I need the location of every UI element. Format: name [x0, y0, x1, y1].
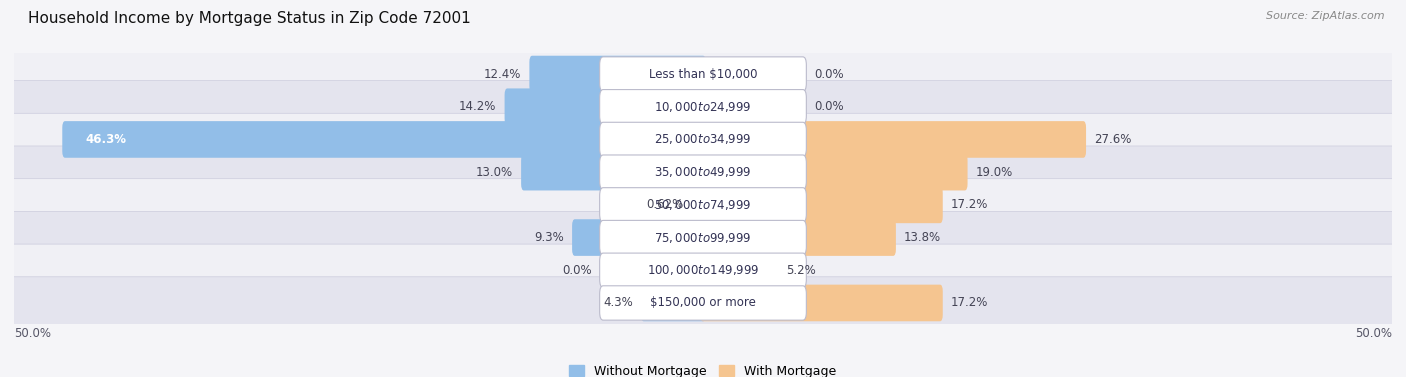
Text: $50,000 to $74,999: $50,000 to $74,999: [654, 198, 752, 212]
Text: $150,000 or more: $150,000 or more: [650, 296, 756, 310]
FancyBboxPatch shape: [700, 121, 1085, 158]
FancyBboxPatch shape: [10, 81, 1396, 133]
Text: 50.0%: 50.0%: [14, 326, 51, 340]
Text: 0.0%: 0.0%: [814, 100, 844, 113]
Text: 0.0%: 0.0%: [814, 67, 844, 81]
Text: 13.0%: 13.0%: [475, 166, 513, 179]
FancyBboxPatch shape: [62, 121, 706, 158]
FancyBboxPatch shape: [522, 154, 706, 190]
FancyBboxPatch shape: [700, 154, 967, 190]
FancyBboxPatch shape: [700, 187, 943, 223]
FancyBboxPatch shape: [10, 48, 1396, 100]
Text: 14.2%: 14.2%: [458, 100, 496, 113]
Text: 19.0%: 19.0%: [976, 166, 1014, 179]
Text: 0.0%: 0.0%: [562, 264, 592, 277]
FancyBboxPatch shape: [700, 252, 778, 288]
FancyBboxPatch shape: [599, 188, 807, 222]
Text: 50.0%: 50.0%: [1355, 326, 1392, 340]
FancyBboxPatch shape: [599, 221, 807, 255]
Text: 46.3%: 46.3%: [86, 133, 127, 146]
Text: Source: ZipAtlas.com: Source: ZipAtlas.com: [1267, 11, 1385, 21]
Text: 17.2%: 17.2%: [950, 198, 988, 211]
Text: Less than $10,000: Less than $10,000: [648, 67, 758, 81]
FancyBboxPatch shape: [599, 253, 807, 287]
FancyBboxPatch shape: [530, 56, 706, 92]
FancyBboxPatch shape: [599, 286, 807, 320]
Text: 5.2%: 5.2%: [786, 264, 815, 277]
FancyBboxPatch shape: [700, 219, 896, 256]
FancyBboxPatch shape: [599, 122, 807, 156]
FancyBboxPatch shape: [10, 244, 1396, 296]
Text: Household Income by Mortgage Status in Zip Code 72001: Household Income by Mortgage Status in Z…: [28, 11, 471, 26]
Legend: Without Mortgage, With Mortgage: Without Mortgage, With Mortgage: [569, 365, 837, 377]
Text: 27.6%: 27.6%: [1094, 133, 1132, 146]
FancyBboxPatch shape: [505, 89, 706, 125]
Text: 12.4%: 12.4%: [484, 67, 522, 81]
Text: 17.2%: 17.2%: [950, 296, 988, 310]
FancyBboxPatch shape: [599, 90, 807, 124]
FancyBboxPatch shape: [10, 146, 1396, 198]
Text: 0.62%: 0.62%: [647, 198, 683, 211]
Text: 13.8%: 13.8%: [904, 231, 941, 244]
Text: $100,000 to $149,999: $100,000 to $149,999: [647, 263, 759, 277]
FancyBboxPatch shape: [10, 211, 1396, 264]
Text: $25,000 to $34,999: $25,000 to $34,999: [654, 132, 752, 146]
FancyBboxPatch shape: [641, 285, 706, 321]
FancyBboxPatch shape: [10, 113, 1396, 166]
FancyBboxPatch shape: [692, 187, 706, 223]
Text: $35,000 to $49,999: $35,000 to $49,999: [654, 165, 752, 179]
Text: $75,000 to $99,999: $75,000 to $99,999: [654, 231, 752, 245]
FancyBboxPatch shape: [599, 155, 807, 189]
FancyBboxPatch shape: [599, 57, 807, 91]
FancyBboxPatch shape: [700, 285, 943, 321]
Text: 9.3%: 9.3%: [534, 231, 564, 244]
FancyBboxPatch shape: [572, 219, 706, 256]
FancyBboxPatch shape: [10, 277, 1396, 329]
Text: 4.3%: 4.3%: [603, 296, 633, 310]
FancyBboxPatch shape: [10, 179, 1396, 231]
Text: $10,000 to $24,999: $10,000 to $24,999: [654, 100, 752, 114]
